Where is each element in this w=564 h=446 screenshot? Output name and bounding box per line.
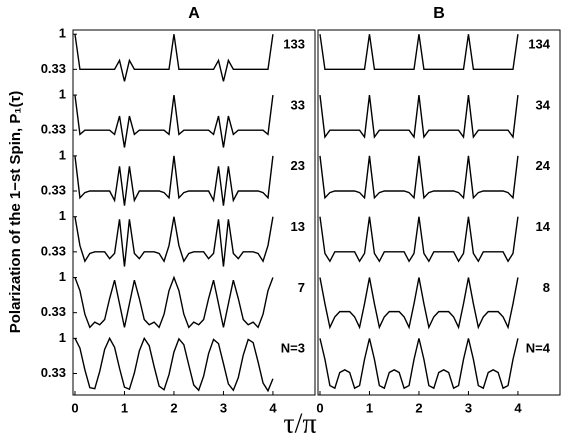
curve [74,155,274,206]
x-tick-label: 0 [316,400,323,415]
y-axis-label: Polarization of the 1−st Spin, P₁(τ) [7,91,24,334]
curve [319,155,519,200]
curve [74,336,274,393]
curve [319,34,519,71]
y-tick-label: 0.33 [41,243,66,258]
y-tick-label: 1 [59,208,66,223]
curve [319,94,519,139]
curve [74,34,274,82]
y-tick-label: 1 [59,86,66,101]
series-label: 8 [543,280,550,295]
x-tick-label: 4 [269,400,277,415]
y-tick-label: 1 [59,330,66,345]
series-label: 33 [291,97,305,112]
x-tick-label: 3 [220,400,227,415]
curve [74,275,274,329]
curve [74,216,274,267]
curve [319,277,519,330]
series-label: 23 [291,158,305,173]
plot-frame [72,29,316,396]
x-tick-label: 2 [415,400,422,415]
series-label: 133 [283,36,305,51]
y-tick-label: 1 [59,269,66,284]
series-label: 34 [536,97,551,112]
series-label: N=3 [281,341,305,356]
curve [319,338,519,390]
y-tick-label: 0.33 [41,182,66,197]
series-label: 134 [528,36,550,51]
series-label: 24 [536,158,551,173]
x-tick-label: 3 [465,400,472,415]
plot-frame [317,29,561,396]
series-label: 14 [536,219,551,234]
series-label: N=4 [526,341,551,356]
series-label: 13 [291,219,305,234]
x-tick-label: 2 [170,400,177,415]
curve [74,94,274,148]
curve [319,216,519,263]
y-tick-label: 0.33 [41,304,66,319]
panel-title: B [433,5,445,22]
series-label: 7 [298,280,305,295]
y-tick-label: 1 [59,26,66,41]
panel-title: A [188,5,200,22]
x-tick-label: 1 [366,400,373,415]
y-tick-label: 0.33 [41,61,66,76]
y-tick-label: 1 [59,147,66,162]
x-axis-label: τ/π [283,408,316,439]
x-tick-label: 4 [514,400,522,415]
y-tick-label: 0.33 [41,122,66,137]
y-tick-label: 0.33 [41,365,66,380]
x-tick-label: 1 [121,400,128,415]
x-tick-label: 0 [71,400,78,415]
